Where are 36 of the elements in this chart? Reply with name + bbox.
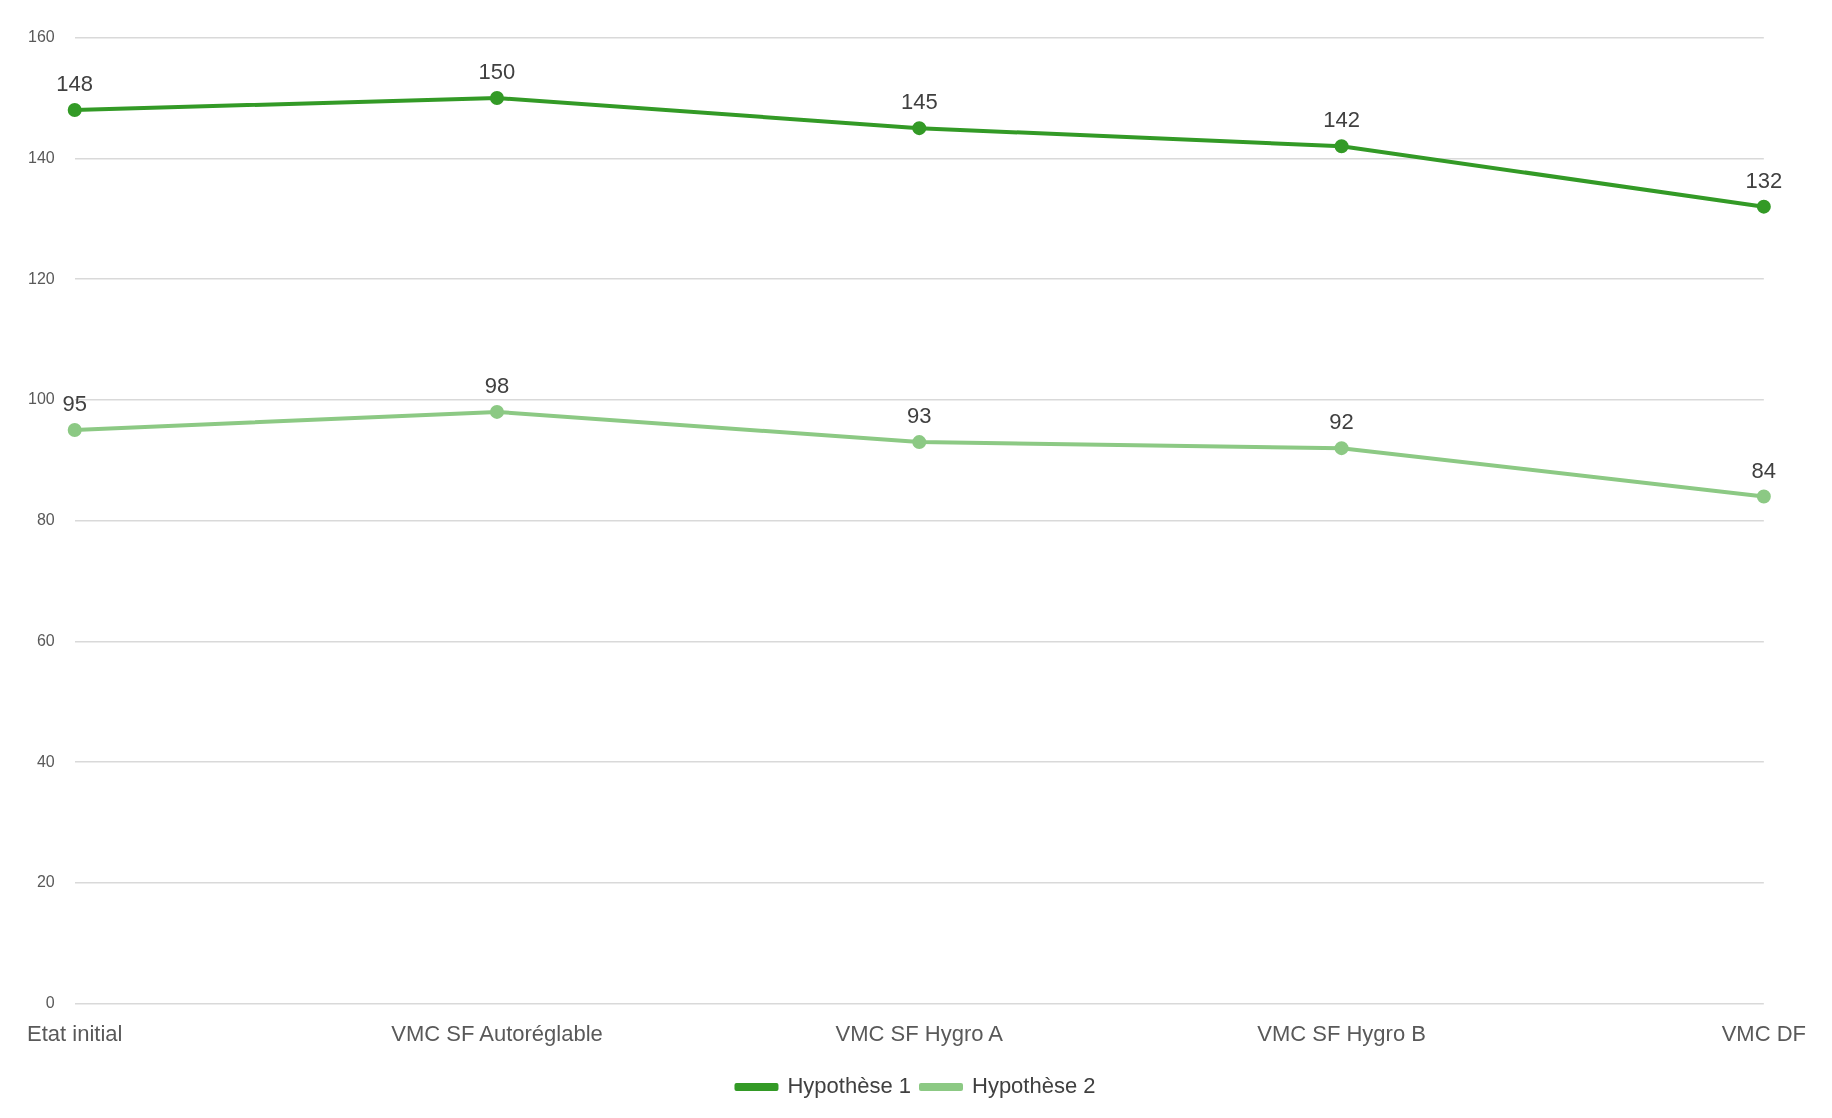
y-tick-label: 160 [27, 28, 55, 46]
point [489, 90, 504, 105]
data-label: 93 [907, 403, 932, 429]
y-tick-label: 100 [27, 390, 55, 408]
data-label: 132 [1745, 167, 1783, 193]
legend-label: Hypothèse 2 [972, 1073, 1096, 1099]
y-tick-label: 140 [27, 148, 55, 166]
point [489, 404, 504, 419]
y-tick-label: 120 [27, 269, 55, 287]
point [1756, 489, 1771, 504]
data-label: 98 [484, 372, 510, 398]
data-label: 95 [62, 391, 87, 417]
data-label: 92 [1329, 409, 1354, 435]
x-tick-label: Etat initial [27, 1020, 123, 1046]
x-tick-label: VMC SF Hygro B [1257, 1020, 1426, 1046]
point [912, 121, 927, 136]
data-label: 145 [900, 89, 938, 115]
y-tick-label: 0 [45, 994, 55, 1012]
point [67, 423, 82, 438]
point [67, 103, 82, 118]
y-tick-label: 80 [36, 511, 55, 529]
legend-label: Hypothèse 1 [787, 1073, 912, 1099]
point [1334, 441, 1349, 456]
point [1334, 139, 1349, 154]
point [1756, 199, 1771, 214]
data-label: 84 [1751, 457, 1777, 483]
x-tick-label: VMC SF Autoréglable [391, 1020, 603, 1046]
data-label: 150 [478, 59, 516, 85]
y-tick-label: 60 [36, 631, 55, 649]
point [912, 435, 927, 450]
y-tick-label: 20 [36, 873, 55, 891]
x-tick-label: VMC DF [1721, 1020, 1806, 1046]
y-tick-label: 40 [36, 752, 55, 770]
x-tick-label: VMC SF Hygro A [835, 1020, 1004, 1046]
data-label: 142 [1323, 107, 1360, 133]
data-label: 148 [56, 71, 94, 97]
